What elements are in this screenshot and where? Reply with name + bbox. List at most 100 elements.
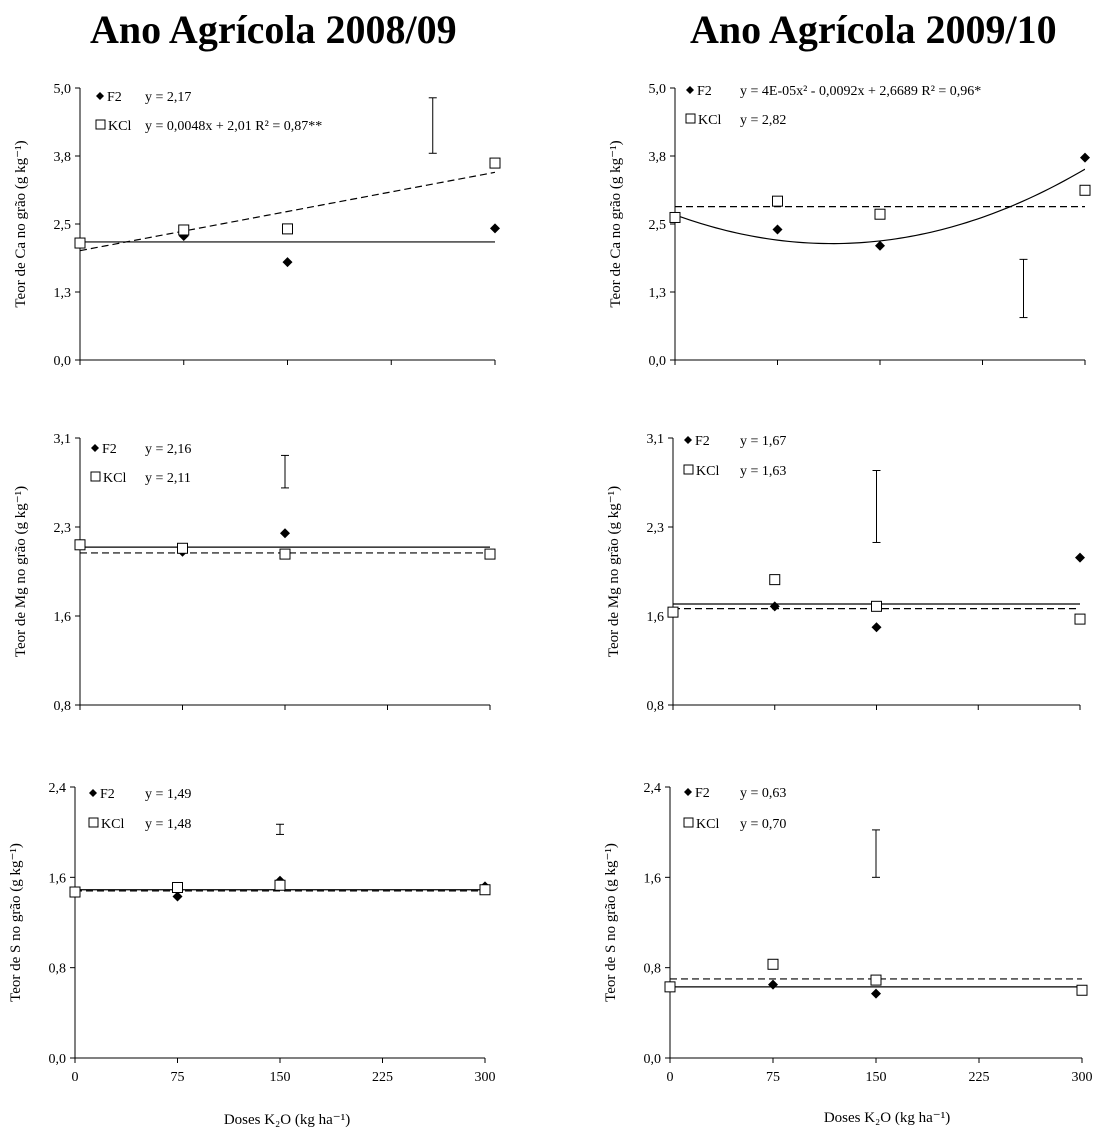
y-axis-label: Teor de Mg no grão (g kg⁻¹)	[13, 486, 29, 657]
y-tick-label: 0,8	[647, 699, 665, 714]
equation-kcl: y = 2,11	[145, 471, 191, 486]
point-f2	[282, 257, 293, 268]
y-tick-label: 0,0	[644, 1052, 662, 1067]
y-tick-label: 3,1	[54, 432, 72, 447]
point-f2	[1080, 152, 1090, 163]
y-tick-label: 0,8	[644, 962, 662, 977]
y-tick-label: 2,5	[649, 218, 667, 233]
y-tick-label: 0,8	[49, 962, 67, 977]
y-axis-label: Teor de Mg no grão (g kg⁻¹)	[606, 486, 622, 657]
point-kcl	[667, 606, 679, 618]
chart-panel-2: 0,0 1,3 2,5 3,8 5,0 Teor de Ca no grão (g kg⁻…	[608, 82, 1091, 369]
y-tick-label: 2,3	[54, 521, 72, 536]
point-kcl	[74, 237, 86, 249]
point-kcl	[282, 223, 293, 235]
point-kcl	[74, 539, 86, 551]
legend-marker-kcl	[88, 817, 99, 828]
x-tick-label: 225	[969, 1070, 990, 1085]
column-title-2009-10: Ano Agrícola 2009/10	[690, 7, 1057, 52]
point-f2	[772, 224, 783, 235]
y-tick-label: 5,0	[54, 82, 72, 97]
equation-kcl: y = 1,63	[740, 464, 786, 479]
legend-label-kcl: KCl	[698, 113, 721, 128]
point-f2	[768, 979, 778, 990]
legend-marker-kcl	[90, 471, 101, 482]
y-axis-label: Teor de Ca no grão (g kg⁻¹)	[13, 140, 29, 307]
point-kcl	[1079, 184, 1091, 196]
point-kcl	[172, 881, 183, 893]
point-kcl	[664, 981, 676, 993]
y-tick-label: 0,0	[49, 1052, 67, 1067]
legend-label-kcl: KCl	[696, 464, 719, 479]
legend-label-f2: F2	[100, 787, 115, 802]
y-tick-label: 5,0	[649, 82, 667, 97]
point-kcl	[870, 974, 882, 986]
point-kcl	[769, 574, 781, 586]
y-tick-label: 2,3	[647, 521, 665, 536]
y-axis-label: Teor de S no grão (g kg⁻¹)	[8, 843, 24, 1002]
legend-marker-kcl	[95, 119, 106, 130]
y-tick-label: 1,6	[647, 610, 665, 625]
y-tick-label: 1,3	[649, 286, 667, 301]
x-tick-label: 150	[270, 1070, 291, 1085]
legend-marker-kcl	[683, 817, 694, 828]
legend-marker-f2	[89, 789, 97, 797]
y-tick-label: 2,4	[49, 781, 67, 796]
legend-label-kcl: KCl	[696, 817, 719, 832]
x-tick-label: 300	[475, 1070, 496, 1085]
x-tick-label: 75	[171, 1070, 185, 1085]
legend-marker-kcl	[683, 464, 694, 475]
equation-kcl: y = 1,48	[145, 817, 191, 832]
point-kcl	[874, 208, 886, 220]
point-kcl	[1074, 613, 1086, 625]
x-tick-label: 0	[72, 1070, 79, 1085]
y-tick-label: 1,6	[644, 871, 662, 886]
legend-marker-f2	[91, 444, 99, 452]
y-tick-label: 0,8	[54, 699, 72, 714]
x-tick-label: 300	[1072, 1070, 1093, 1085]
point-kcl	[489, 157, 501, 169]
x-tick-label: 225	[372, 1070, 393, 1085]
legend-label-f2: F2	[695, 786, 710, 801]
equation-kcl: y = 0,0048x + 2,01 R² = 0,87**	[145, 119, 322, 134]
x-tick-label: 75	[766, 1070, 780, 1085]
chart-panel-4: 0,8 1,6 2,3 3,1 Teor de Mg no grão (g kg⁻¹) F…	[606, 432, 1086, 714]
legend-label-f2: F2	[102, 442, 117, 457]
y-tick-label: 0,0	[649, 354, 667, 369]
point-kcl	[1076, 984, 1088, 996]
x-tick-label: 150	[866, 1070, 887, 1085]
y-tick-label: 3,1	[647, 432, 665, 447]
fit-line-kcl	[80, 171, 495, 252]
point-kcl	[767, 958, 779, 970]
legend-label-kcl: KCl	[108, 119, 131, 134]
point-f2	[871, 622, 882, 633]
equation-f2: y = 2,17	[145, 90, 191, 105]
legend-marker-kcl	[685, 113, 696, 124]
legend-label-f2: F2	[695, 434, 710, 449]
point-kcl	[279, 548, 291, 560]
point-f2	[280, 528, 290, 539]
x-tick-label: 0	[667, 1070, 674, 1085]
legend-label-f2: F2	[697, 84, 712, 99]
point-kcl	[69, 886, 81, 898]
point-kcl	[871, 600, 882, 612]
y-tick-label: 1,6	[54, 610, 72, 625]
point-kcl	[274, 879, 286, 891]
column-title-2008-09: Ano Agrícola 2008/09	[90, 7, 457, 52]
point-kcl	[479, 884, 491, 896]
equation-f2: y = 1,49	[145, 787, 191, 802]
x-axis-label-left: Doses K₂O (kg ha⁻¹)	[224, 1112, 350, 1128]
x-axis-label-right: Doses K₂O (kg ha⁻¹)	[824, 1110, 950, 1126]
legend-label-f2: F2	[107, 90, 122, 105]
legend-label-kcl: KCl	[103, 471, 126, 486]
equation-kcl: y = 2,82	[740, 113, 786, 128]
y-tick-label: 3,8	[54, 150, 72, 165]
point-kcl	[177, 542, 188, 554]
legend-marker-f2	[96, 92, 104, 100]
chart-panel-5: 0,0 0,8 1,6 2,4 0 75 150 225 300 Teor de S no grã…	[8, 781, 496, 1085]
equation-f2: y = 2,16	[145, 442, 191, 457]
point-f2	[871, 988, 881, 999]
chart-panel-3: 0,8 1,6 2,3 3,1 Teor de Mg no grão (g kg⁻¹) F…	[13, 432, 496, 714]
y-tick-label: 1,3	[54, 286, 72, 301]
